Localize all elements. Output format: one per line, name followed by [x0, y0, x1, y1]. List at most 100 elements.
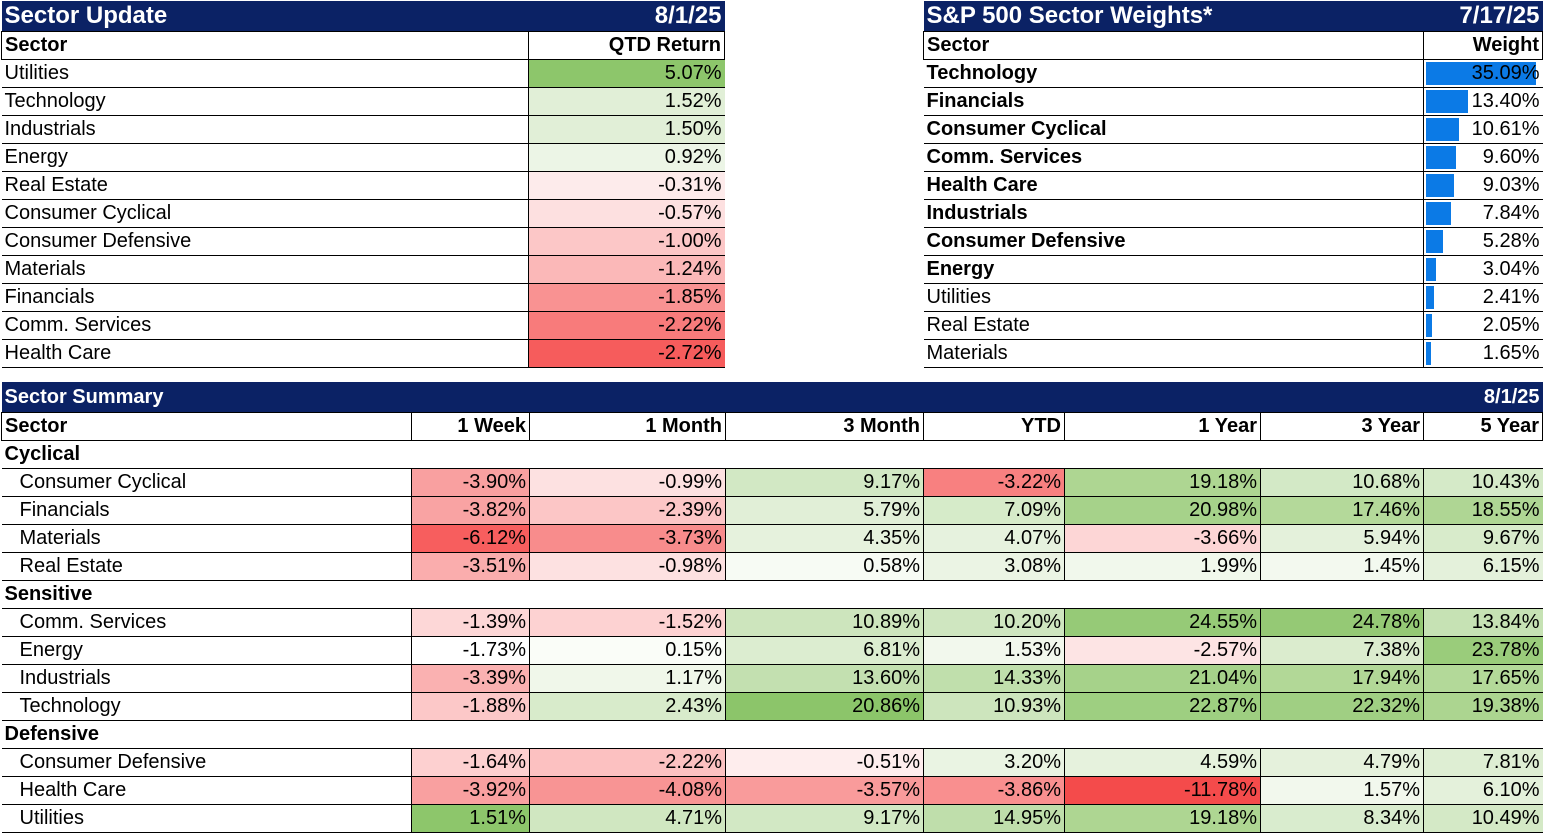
qtd-return-value: -2.22%: [528, 311, 725, 340]
table-row: Energy 0.92%: [1, 143, 725, 172]
weight-cell: 35.09%: [1423, 59, 1543, 88]
col-header: 1 Week: [411, 411, 530, 441]
return-value: 1.99%: [1064, 552, 1261, 581]
return-value: 13.60%: [725, 664, 924, 693]
return-value: -3.90%: [411, 468, 530, 497]
qtd-return-value: 5.07%: [528, 59, 725, 88]
sector-weights-rows: Technology 35.09% Financials 13.40% Consumer…: [923, 59, 1543, 368]
return-value: 19.18%: [1064, 468, 1261, 497]
table-row: Consumer Defensive -1.64% -2.22% -0.51% 3.20…: [1, 748, 1543, 777]
return-value: -3.57%: [725, 776, 924, 805]
return-value: 1.17%: [529, 664, 726, 693]
sector-name: Energy: [1, 143, 529, 172]
weight-value: 1.65%: [1482, 342, 1540, 364]
return-value: -6.12%: [411, 524, 530, 553]
sector-weights-title: S&P 500 Sector Weights*: [923, 1, 1424, 31]
weight-cell: 2.05%: [1423, 311, 1543, 340]
table-row: Materials -1.24%: [1, 255, 725, 284]
table-row: Real Estate 2.05%: [923, 311, 1543, 340]
sector-name: Consumer Cyclical: [1, 199, 529, 228]
weight-value: 7.84%: [1482, 202, 1540, 224]
return-value: 7.81%: [1423, 748, 1543, 777]
sector-name: Health Care: [1, 339, 529, 368]
sector-name: Consumer Defensive: [1, 227, 529, 256]
sector-name: Materials: [1, 524, 412, 553]
return-value: 1.53%: [923, 636, 1065, 665]
table-row: Energy -1.73% 0.15% 6.81% 1.53% -2.57% 7.38% 23…: [1, 636, 1543, 665]
return-value: -0.99%: [529, 468, 726, 497]
col-header-weight: Weight: [1423, 30, 1543, 60]
qtd-return-value: 1.50%: [528, 115, 725, 144]
weight-value: 3.04%: [1482, 258, 1540, 280]
sector-name: Consumer Defensive: [923, 227, 1424, 256]
sector-name: Energy: [1, 636, 412, 665]
sector-weights-header: S&P 500 Sector Weights* 7/17/25: [923, 1, 1543, 31]
table-row: Health Care 9.03%: [923, 171, 1543, 200]
table-row: Technology -1.88% 2.43% 20.86% 10.93% 22.87% 2…: [1, 692, 1543, 721]
sector-name: Financials: [1, 496, 412, 525]
return-value: -2.39%: [529, 496, 726, 525]
table-row: Comm. Services -2.22%: [1, 311, 725, 340]
weight-value: 2.41%: [1482, 286, 1540, 308]
table-row: Industrials 7.84%: [923, 199, 1543, 228]
sector-name: Consumer Cyclical: [1, 468, 412, 497]
sector-summary-header: Sector Summary 8/1/25: [1, 382, 1543, 412]
table-row: Real Estate -3.51% -0.98% 0.58% 3.08% 1.99% 1.…: [1, 552, 1543, 581]
return-value: -11.78%: [1064, 776, 1261, 805]
return-value: 10.49%: [1423, 804, 1543, 833]
sector-name: Comm. Services: [923, 143, 1424, 172]
sector-name: Industrials: [1, 664, 412, 693]
weight-bar: [1426, 201, 1451, 225]
sector-weights-date: 7/17/25: [1423, 1, 1543, 31]
return-value: 6.15%: [1423, 552, 1543, 581]
sector-name: Utilities: [1, 804, 412, 833]
sector-name: Consumer Cyclical: [923, 115, 1424, 144]
qtd-return-value: -2.72%: [528, 339, 725, 368]
sector-name: Health Care: [1, 776, 412, 805]
return-value: 1.45%: [1259, 552, 1424, 581]
table-row: Consumer Defensive 5.28%: [923, 227, 1543, 256]
group-row: Defensive: [1, 720, 1543, 749]
col-header: Sector: [1, 411, 412, 441]
weight-cell: 9.60%: [1423, 143, 1543, 172]
weight-value: 10.61%: [1471, 118, 1540, 140]
weight-bar: [1426, 117, 1460, 141]
sector-name: Technology: [923, 59, 1424, 88]
sector-name: Comm. Services: [1, 311, 529, 340]
return-value: -3.86%: [923, 776, 1065, 805]
sector-update-column-headers: Sector QTD Return: [1, 30, 725, 60]
return-value: 2.43%: [529, 692, 726, 721]
group-name: Defensive: [1, 720, 1543, 749]
weight-value: 13.40%: [1471, 90, 1540, 112]
sector-name: Financials: [1, 283, 529, 312]
return-value: 13.84%: [1423, 608, 1543, 637]
return-value: 3.20%: [923, 748, 1065, 777]
return-value: -1.73%: [411, 636, 530, 665]
weight-cell: 13.40%: [1423, 87, 1543, 116]
table-row: Industrials 1.50%: [1, 115, 725, 144]
return-value: 7.38%: [1259, 636, 1424, 665]
weight-value: 35.09%: [1471, 62, 1540, 84]
qtd-return-value: -1.85%: [528, 283, 725, 312]
table-row: Consumer Cyclical 10.61%: [923, 115, 1543, 144]
table-row: Utilities 2.41%: [923, 283, 1543, 312]
return-value: 9.17%: [725, 468, 924, 497]
return-value: -4.08%: [529, 776, 726, 805]
return-value: 10.68%: [1259, 468, 1424, 497]
table-row: Technology 1.52%: [1, 87, 725, 116]
return-value: -3.92%: [411, 776, 530, 805]
sector-name: Comm. Services: [1, 608, 412, 637]
table-row: Comm. Services 9.60%: [923, 143, 1543, 172]
sector-name: Industrials: [1, 115, 529, 144]
sector-name: Technology: [1, 87, 529, 116]
return-value: 10.20%: [923, 608, 1065, 637]
table-row: Industrials -3.39% 1.17% 13.60% 14.33% 21.04%…: [1, 664, 1543, 693]
return-value: -1.64%: [411, 748, 530, 777]
weight-cell: 5.28%: [1423, 227, 1543, 256]
sector-summary-table: Sector Summary 8/1/25 Sector 1 Week 1 Mont…: [1, 382, 1543, 833]
qtd-return-value: -1.24%: [528, 255, 725, 284]
col-header: YTD: [923, 411, 1065, 441]
col-header: 5 Year: [1423, 411, 1543, 441]
return-value: -1.52%: [529, 608, 726, 637]
weight-value: 5.28%: [1482, 230, 1540, 252]
